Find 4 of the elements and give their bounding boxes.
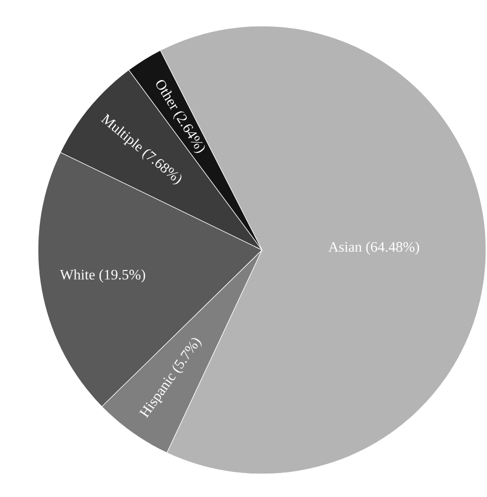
data-label: (19.5%) xyxy=(99,269,146,282)
data-label: (64.48%) xyxy=(366,242,420,255)
slice-label: White xyxy=(60,269,95,280)
slice-label: Asian xyxy=(328,242,362,252)
